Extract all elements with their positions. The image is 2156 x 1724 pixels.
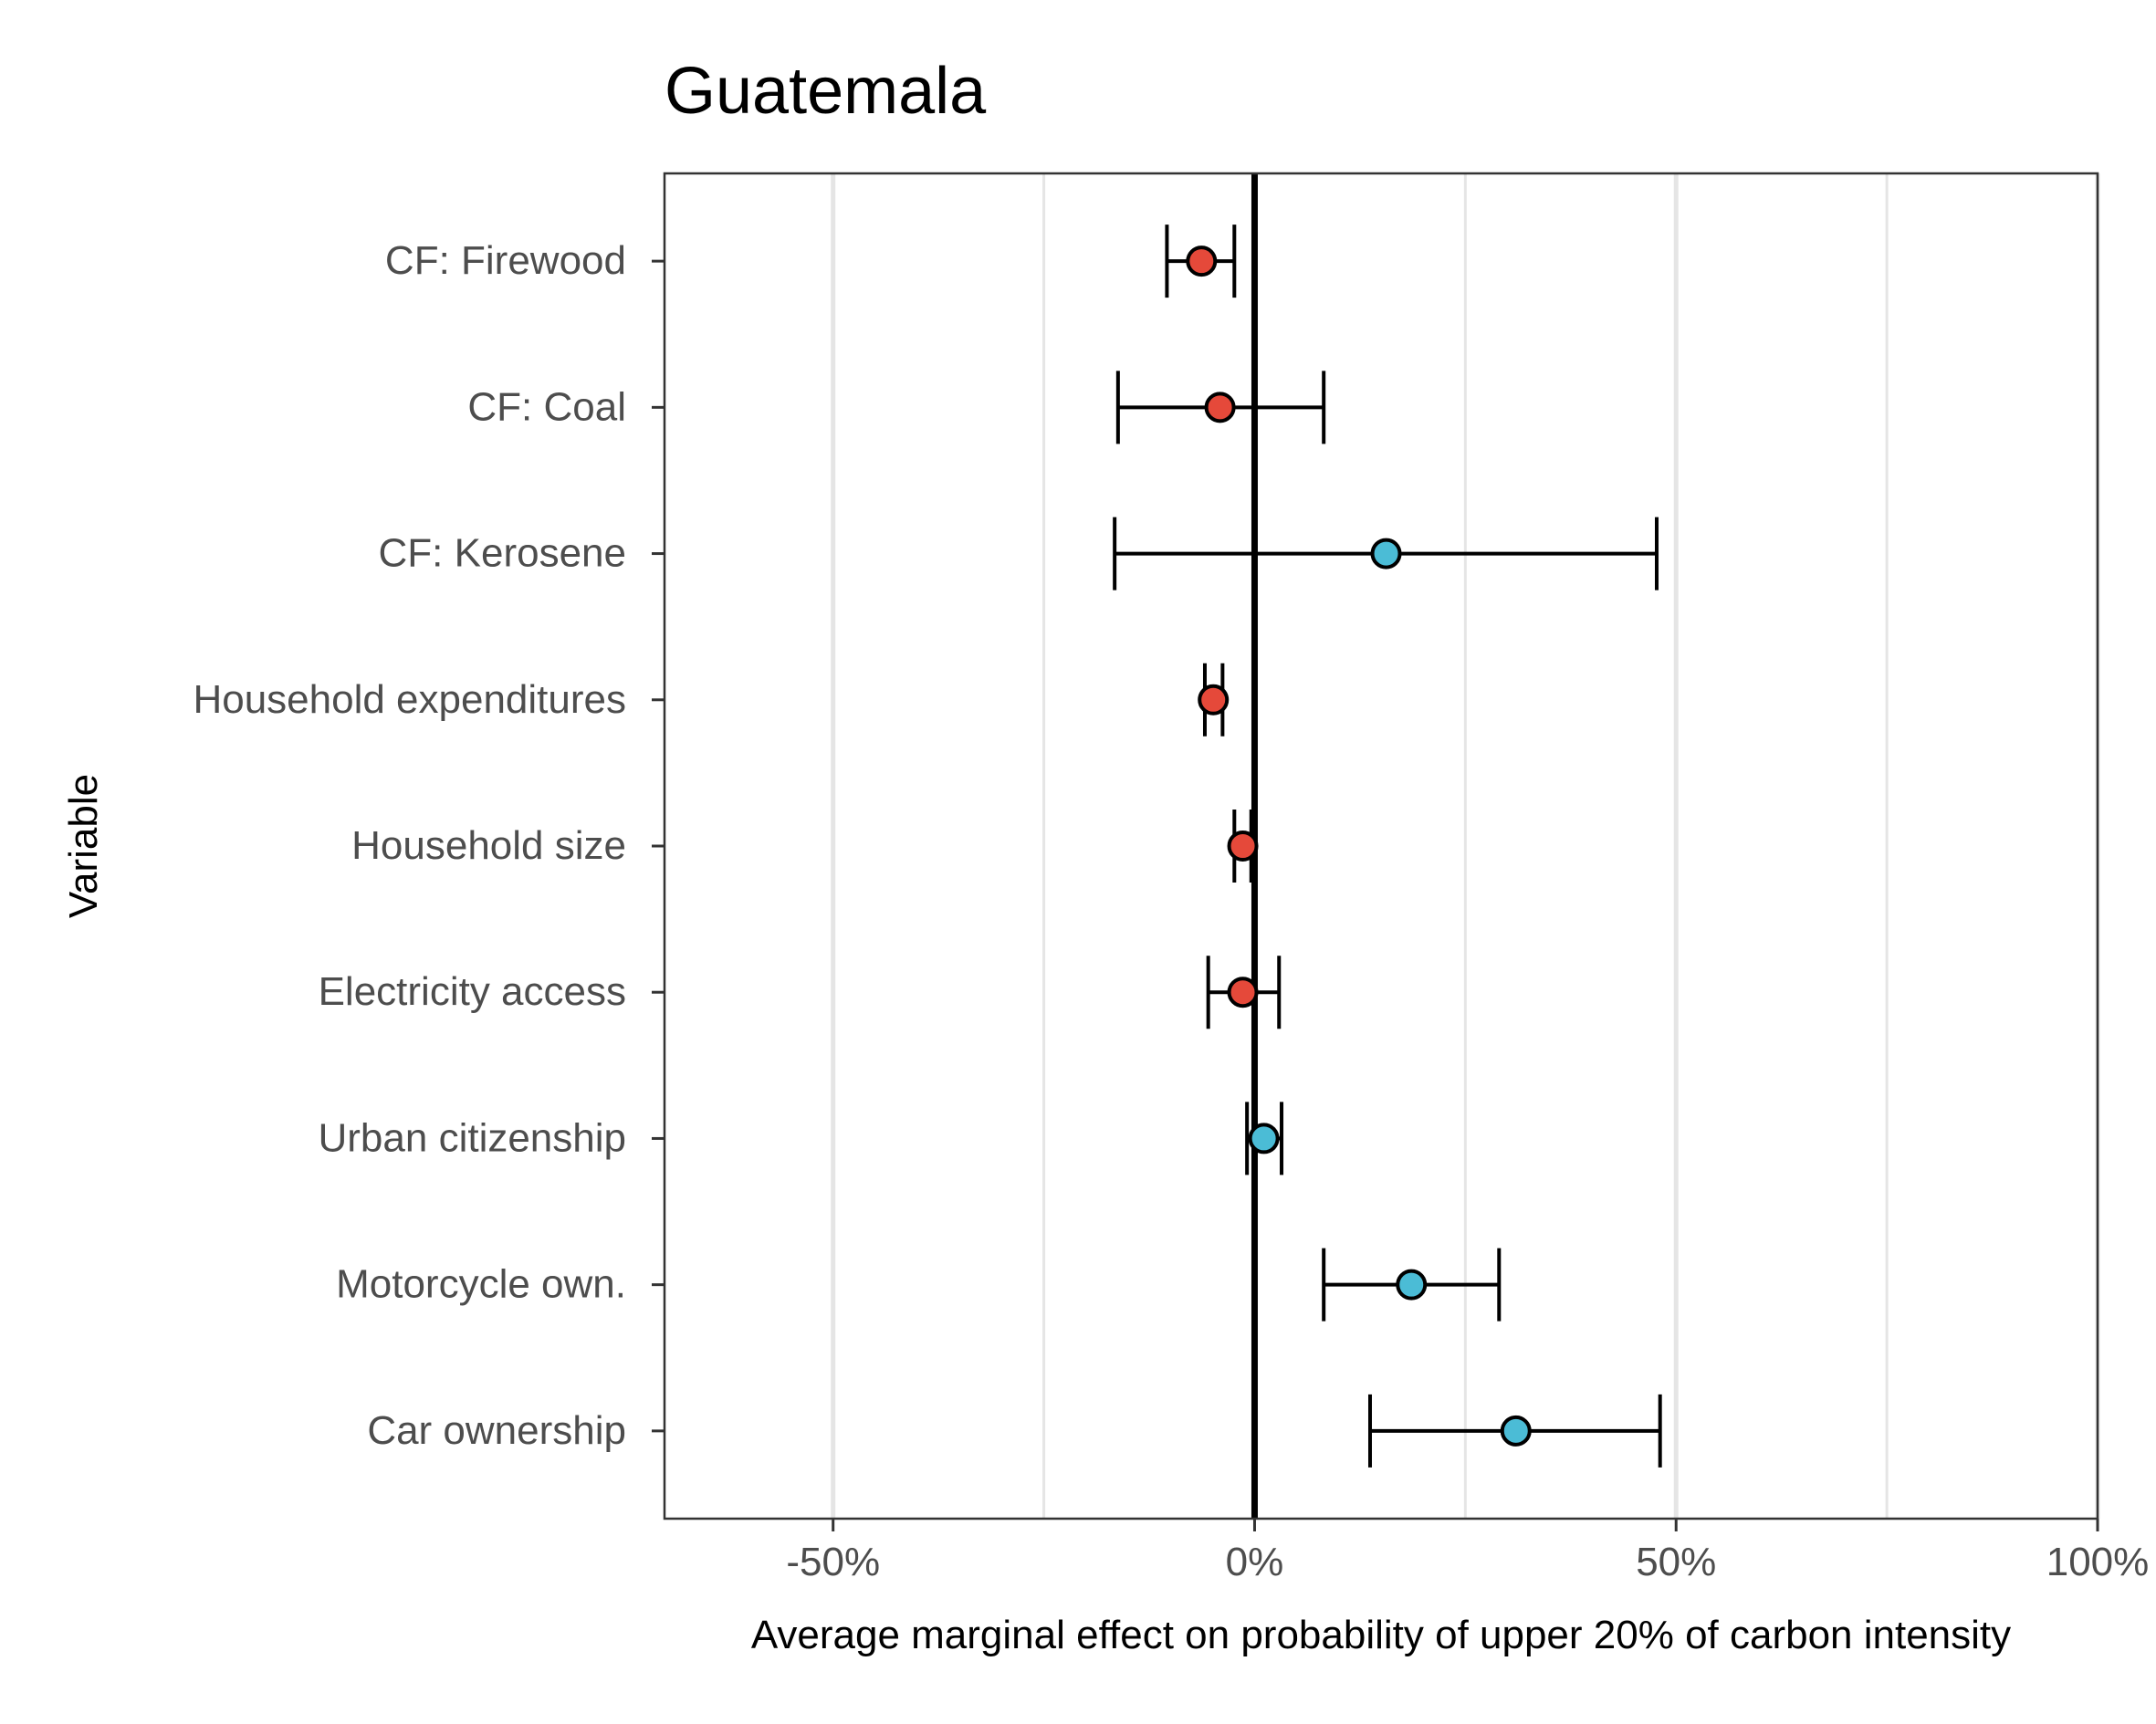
point-group-urban-citizenship xyxy=(1245,1102,1284,1175)
x-tick-label: 0% xyxy=(1226,1540,1284,1584)
point-marker xyxy=(1227,831,1259,862)
point-group-cf-firewood xyxy=(1165,225,1237,298)
point-group-car-ownership xyxy=(1367,1394,1662,1468)
point-marker xyxy=(1248,1123,1280,1155)
point-marker xyxy=(1227,977,1259,1008)
y-tick-label: Electricity access xyxy=(319,969,626,1014)
point-group-electricity-access xyxy=(1206,956,1282,1029)
x-tick-label: 50% xyxy=(1636,1540,1716,1584)
point-group-cf-kerosene xyxy=(1113,517,1659,590)
data-points xyxy=(1113,225,1662,1468)
y-axis-title: Variable xyxy=(61,774,106,918)
y-tick-label: Urban citizenship xyxy=(319,1115,627,1160)
point-marker xyxy=(1204,392,1236,423)
y-tick-label: CF: Coal xyxy=(467,384,626,429)
point-group-motorcycle-own xyxy=(1322,1248,1502,1322)
y-tick-label: Household expenditures xyxy=(193,677,626,722)
y-tick-label: Household size xyxy=(351,823,626,868)
y-tick-label: CF: Kerosene xyxy=(379,531,626,576)
x-axis-title: Average marginal effect on probability o… xyxy=(751,1613,2011,1657)
point-marker xyxy=(1500,1415,1532,1447)
axes: CF: Firewood CF: Coal CF: Kerosene Househol… xyxy=(193,238,2149,1584)
y-tick-label: Car ownership xyxy=(367,1408,626,1453)
point-marker xyxy=(1186,246,1218,277)
point-marker xyxy=(1396,1269,1428,1301)
x-tick-label: -50% xyxy=(786,1540,880,1584)
x-tick-label: 100% xyxy=(2046,1540,2150,1584)
point-marker xyxy=(1370,538,1402,569)
point-group-household-expenditures xyxy=(1198,663,1230,737)
y-tick-label: Motorcycle own. xyxy=(336,1262,626,1307)
chart-title: Guatemala xyxy=(665,55,987,128)
y-tick-label: CF: Firewood xyxy=(385,238,626,283)
point-marker xyxy=(1198,684,1230,716)
point-group-cf-coal xyxy=(1115,371,1326,444)
point-group-household-size xyxy=(1227,810,1259,883)
